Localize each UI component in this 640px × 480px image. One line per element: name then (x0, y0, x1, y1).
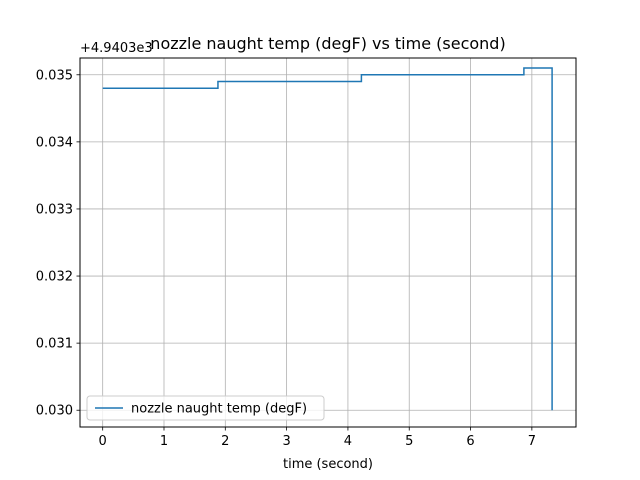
y-tick-label: 0.030 (36, 404, 73, 419)
y-tick-label: 0.033 (36, 202, 73, 217)
axes-frame (79, 57, 577, 428)
x-tick-label: 6 (466, 434, 474, 449)
x-tick-label: 7 (528, 434, 536, 449)
x-axis-label: time (second) (283, 457, 373, 472)
legend-label: nozzle naught temp (degF) (131, 402, 307, 417)
y-tick-label: 0.035 (36, 68, 73, 83)
x-tick-label: 0 (99, 434, 107, 449)
x-tick-label: 3 (282, 434, 290, 449)
chart-title: nozzle naught temp (degF) vs time (secon… (150, 34, 505, 53)
y-tick-label: 0.032 (36, 270, 73, 285)
y-offset-text: +4.9403e3 (80, 41, 153, 56)
x-tick-label: 2 (221, 434, 229, 449)
legend-box (86, 395, 325, 421)
y-tick-label: 0.031 (36, 337, 73, 352)
legend: nozzle naught temp (degF) (86, 395, 325, 421)
y-tick-label: 0.034 (36, 135, 73, 150)
x-tick-label: 4 (344, 434, 352, 449)
ticks: 0 1 2 3 4 5 6 7 0.030 0.031 0.032 0.033 0.034 0.035 (36, 68, 536, 449)
x-tick-label: 1 (160, 434, 168, 449)
series-line (102, 67, 553, 411)
series-layer (102, 67, 553, 411)
x-tick-label: 5 (405, 434, 413, 449)
